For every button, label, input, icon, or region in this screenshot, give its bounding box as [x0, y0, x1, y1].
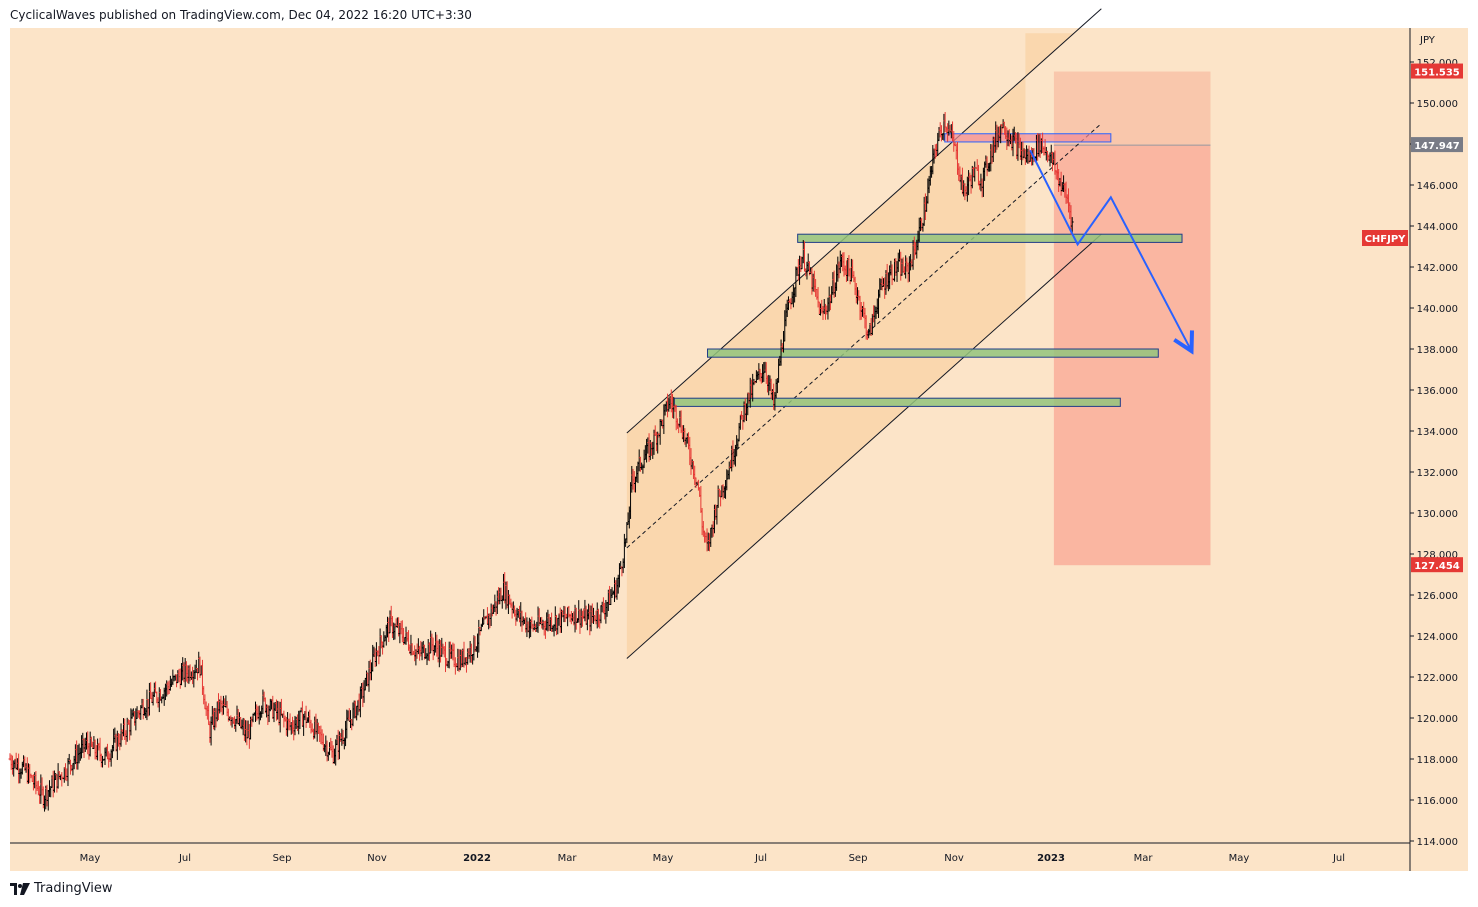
tradingview-logo-icon[interactable] [10, 882, 30, 895]
channel-upper-line[interactable] [626, 8, 1102, 434]
y-tick-label: 122.000 [1417, 673, 1458, 684]
channel-median-line[interactable] [626, 123, 1102, 549]
x-tick-label: May [1229, 853, 1250, 864]
y-tick-label: 142.000 [1417, 263, 1458, 274]
y-tick-label: 138.000 [1417, 345, 1458, 356]
x-tick-label: May [653, 853, 674, 864]
price-axis-background [1410, 28, 1468, 871]
time-axis-background [10, 843, 1410, 871]
x-tick-label: 2022 [463, 853, 491, 864]
channel-lower-line[interactable] [626, 233, 1102, 659]
y-tick-label: 118.000 [1417, 755, 1458, 766]
y-tick-label: 152.000 [1417, 58, 1458, 69]
x-tick-label: 2023 [1037, 853, 1065, 864]
price-tag-bg [1411, 557, 1463, 573]
publish-info: CyclicalWaves published on TradingView.c… [10, 8, 472, 22]
y-tick-label: 120.000 [1417, 714, 1458, 725]
y-tick-label: 126.000 [1417, 591, 1458, 602]
x-tick-label: Jul [1332, 853, 1345, 864]
y-tick-label: 146.000 [1417, 181, 1458, 192]
resistance-zone[interactable] [944, 133, 1112, 143]
price-tag-bg [1411, 63, 1463, 79]
y-tick-label: 116.000 [1417, 796, 1458, 807]
x-tick-label: Nov [944, 853, 964, 864]
x-tick-label: May [80, 853, 101, 864]
x-tick-label: Jul [754, 853, 767, 864]
x-tick-label: Sep [273, 853, 292, 864]
y-tick-label: 132.000 [1417, 468, 1458, 479]
x-tick-label: Mar [558, 853, 578, 864]
y-tick-label: 140.000 [1417, 304, 1458, 315]
y-tick-label: 130.000 [1417, 509, 1458, 520]
x-tick-label: Mar [1134, 853, 1154, 864]
x-tick-label: Nov [367, 853, 387, 864]
footer-brand[interactable]: TradingView [34, 881, 113, 896]
x-tick-label: Jul [178, 853, 191, 864]
y-tick-label: 136.000 [1417, 386, 1458, 397]
support-zone-138[interactable] [707, 348, 1159, 358]
currency-label: JPY [1419, 35, 1436, 46]
footer: TradingView [10, 881, 113, 896]
x-tick-label: Sep [849, 853, 868, 864]
y-tick-label: 128.000 [1417, 550, 1458, 561]
price-tag: 151.535 [1414, 68, 1460, 79]
support-zone-135[interactable] [673, 397, 1121, 407]
y-tick-label: 150.000 [1417, 99, 1458, 110]
price-tag-bg [1411, 137, 1463, 153]
price-tag: 147.947 [1414, 141, 1460, 152]
projection-arrow[interactable] [1029, 149, 1191, 351]
price-tag: 127.454 [1414, 561, 1460, 572]
symbol-tag: CHFJPY [1365, 234, 1407, 245]
y-tick-label: 134.000 [1417, 427, 1458, 438]
stop-loss-area[interactable] [1053, 71, 1211, 146]
y-tick-label: 144.000 [1417, 222, 1458, 233]
y-tick-label: 114.000 [1417, 837, 1458, 848]
support-zone-143[interactable] [797, 233, 1183, 243]
y-tick-label: 124.000 [1417, 632, 1458, 643]
symbol-tag-bg [1362, 230, 1408, 246]
